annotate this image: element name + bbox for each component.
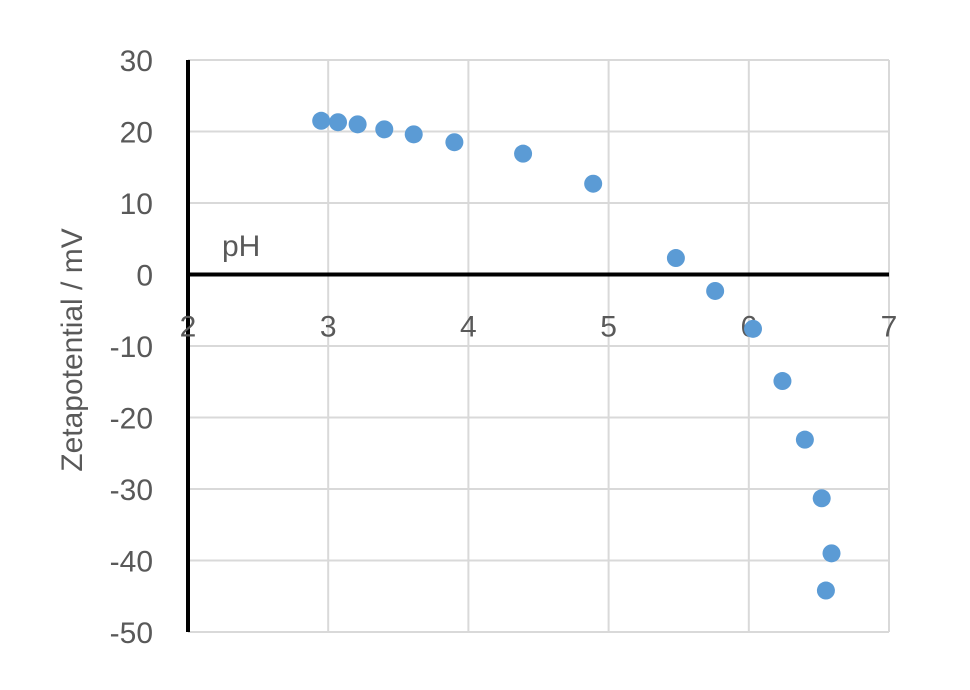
x-tick-label: 7 bbox=[881, 311, 898, 344]
y-tick-label: -10 bbox=[110, 331, 153, 364]
data-point bbox=[584, 174, 603, 193]
data-point bbox=[514, 144, 533, 163]
y-axis-title: Zetapotential / mV bbox=[56, 228, 89, 471]
data-point bbox=[706, 281, 725, 300]
y-tick-label: -50 bbox=[110, 617, 153, 650]
data-point bbox=[445, 133, 464, 152]
y-tick-label: 30 bbox=[120, 45, 153, 78]
grid-lines bbox=[188, 59, 890, 633]
data-point bbox=[773, 372, 792, 391]
data-point bbox=[666, 249, 685, 268]
data-point bbox=[404, 125, 423, 144]
data-point bbox=[795, 430, 814, 449]
data-points bbox=[312, 111, 841, 600]
data-point bbox=[812, 489, 831, 508]
data-point bbox=[816, 581, 835, 600]
data-point bbox=[348, 115, 367, 134]
x-tick-labels: 234567 bbox=[180, 311, 898, 344]
data-point bbox=[744, 319, 763, 338]
axes bbox=[186, 60, 889, 632]
x-tick-label: 2 bbox=[180, 311, 197, 344]
y-tick-labels: 30 20 10 0 -10 -20 -30 -40 -50 bbox=[110, 45, 153, 650]
x-tick-label: 3 bbox=[320, 311, 337, 344]
y-tick-label: -20 bbox=[110, 403, 153, 436]
x-axis-title: pH bbox=[222, 230, 260, 263]
x-tick-label: 5 bbox=[600, 311, 617, 344]
y-tick-label: 0 bbox=[136, 260, 153, 293]
y-tick-label: -30 bbox=[110, 474, 153, 507]
data-point bbox=[375, 120, 394, 139]
data-point bbox=[822, 544, 841, 563]
data-point bbox=[312, 111, 331, 130]
x-tick-label: 4 bbox=[460, 311, 477, 344]
y-tick-label: 20 bbox=[120, 117, 153, 150]
y-tick-label: 10 bbox=[120, 188, 153, 221]
y-tick-label: -40 bbox=[110, 546, 153, 579]
data-point bbox=[329, 113, 348, 132]
